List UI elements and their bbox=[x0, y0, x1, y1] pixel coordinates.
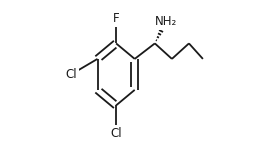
Text: Cl: Cl bbox=[65, 68, 77, 81]
Text: Cl: Cl bbox=[110, 127, 122, 140]
Text: NH₂: NH₂ bbox=[154, 15, 177, 28]
Text: F: F bbox=[113, 12, 120, 25]
